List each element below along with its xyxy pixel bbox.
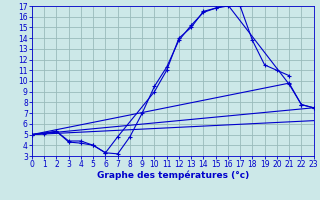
X-axis label: Graphe des températures (°c): Graphe des températures (°c): [97, 171, 249, 180]
